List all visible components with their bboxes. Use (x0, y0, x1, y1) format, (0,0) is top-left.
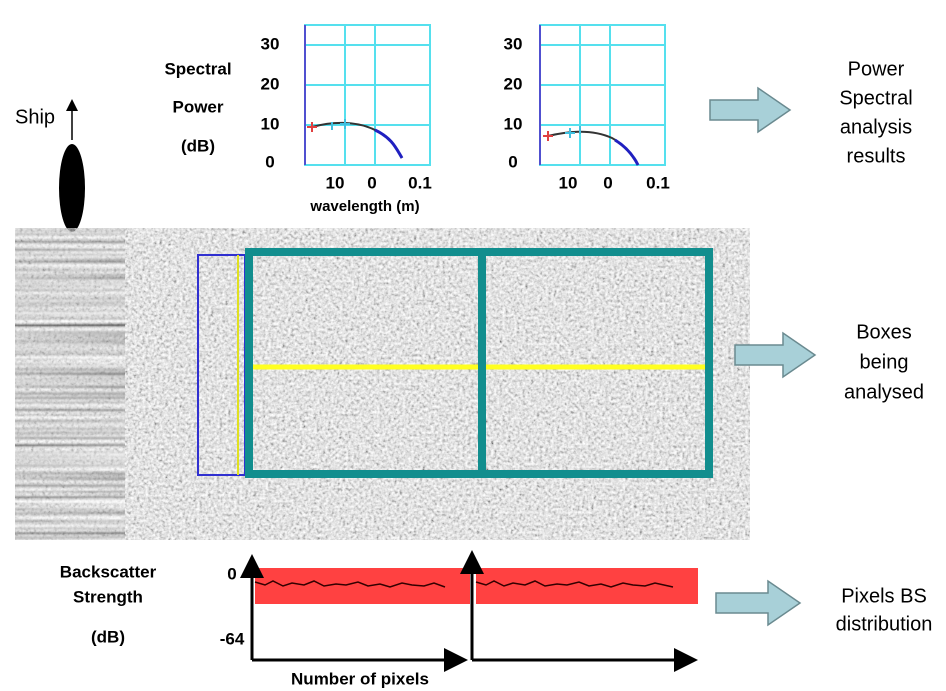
x-tick-label: 10 (559, 173, 578, 192)
bs-label: Strength (73, 587, 143, 606)
spectral-label: (dB) (181, 136, 215, 155)
annotation: analysed (844, 381, 924, 403)
bs-band (255, 568, 470, 604)
sonar-image (15, 228, 750, 540)
x-tick-label: 0.1 (646, 173, 670, 192)
x-tick-label: 0 (367, 173, 376, 192)
spectral-plot (304, 24, 431, 166)
annotation: Power (848, 58, 905, 80)
y-tick-label: 0 (508, 152, 517, 171)
arrow (709, 86, 792, 134)
y-tick-label: 20 (261, 74, 280, 93)
bs-label: Backscatter (60, 562, 157, 581)
nadir-stripes (15, 228, 125, 540)
ship-icon (59, 144, 85, 232)
x-tick-label: 10 (326, 173, 345, 192)
y-tick-label: 30 (261, 34, 280, 53)
annotation: results (847, 145, 906, 167)
y-tick-label: 10 (504, 114, 523, 133)
annotation: analysis (840, 116, 912, 138)
spectral-label: Power (172, 97, 223, 116)
annotation: distribution (836, 613, 933, 635)
bs-tick: -64 (220, 629, 245, 648)
x-axis-label: wavelength (m) (309, 198, 419, 215)
ship-label: Ship (15, 106, 55, 128)
spectral-label: Spectral (164, 59, 231, 78)
bs-tick: 0 (227, 564, 236, 583)
annotation: Pixels BS (841, 585, 927, 607)
x-tick-label: 0.1 (408, 173, 432, 192)
y-tick-label: 10 (261, 114, 280, 133)
annotation: being (860, 351, 909, 373)
y-tick-label: 20 (504, 74, 523, 93)
spectral-plot (539, 24, 666, 166)
x-tick-label: 0 (603, 173, 612, 192)
y-tick-label: 30 (504, 34, 523, 53)
y-tick-label: 0 (265, 152, 274, 171)
bs-axes (240, 550, 698, 672)
arrow (715, 579, 802, 627)
annotation: Spectral (839, 87, 912, 109)
bs-label: (dB) (91, 627, 125, 646)
bs-xlabel: Number of pixels (291, 669, 429, 688)
arrow (734, 331, 817, 379)
annotation: Boxes (856, 321, 912, 343)
